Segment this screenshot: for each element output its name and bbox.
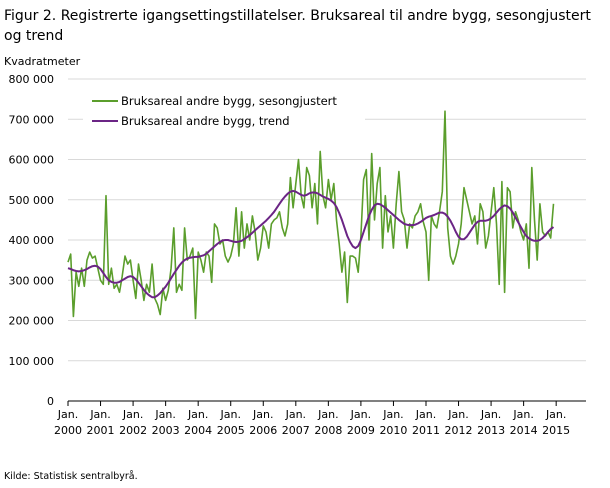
x-tick-label-month: Jan. xyxy=(285,408,306,421)
y-tick-label: 300 000 xyxy=(9,274,55,287)
y-tick-label: 400 000 xyxy=(9,234,55,247)
y-tick-label: 600 000 xyxy=(9,154,55,167)
x-tick-label-year: 2008 xyxy=(314,424,342,437)
legend-label-trend: Bruksareal andre bygg, trend xyxy=(121,114,290,128)
x-tick-label-year: 2002 xyxy=(119,424,147,437)
x-tick-label-month: Jan. xyxy=(512,408,533,421)
chart-title: Figur 2. Registrerte igangsettingstillat… xyxy=(4,8,591,44)
x-tick-label-month: Jan. xyxy=(350,408,371,421)
x-tick-label-year: 2012 xyxy=(445,424,473,437)
x-tick-label-year: 2005 xyxy=(217,424,245,437)
series-line-sesongjustert xyxy=(67,110,555,320)
y-tick-label: 500 000 xyxy=(9,194,55,207)
x-tick-label-month: Jan. xyxy=(382,408,403,421)
x-tick-label-month: Jan. xyxy=(317,408,338,421)
x-tick-label-year: 2007 xyxy=(282,424,310,437)
x-tick-label-month: Jan. xyxy=(415,408,436,421)
x-tick-label-month: Jan. xyxy=(219,408,240,421)
x-tick-label-month: Jan. xyxy=(187,408,208,421)
source-note: Kilde: Statistisk sentralbyrå. xyxy=(4,471,138,482)
x-tick-label-year: 2011 xyxy=(412,424,440,437)
x-tick-label-month: Jan. xyxy=(57,408,78,421)
x-tick-label-year: 2010 xyxy=(379,424,407,437)
x-tick-label-year: 2015 xyxy=(542,424,570,437)
x-tick-label-year: 2001 xyxy=(87,424,115,437)
x-tick-label-year: 2003 xyxy=(152,424,180,437)
y-tick-labels: 0 100 000 200 000 300 000 400 000 500 000 600 … xyxy=(9,73,55,408)
x-tick-label-month: Jan. xyxy=(252,408,273,421)
x-tick-labels: Jan. 2000 Jan. 2001 Jan. 2002 Jan. 2003 Jan. 2004… xyxy=(54,401,570,437)
x-tick-label-month: Jan. xyxy=(447,408,468,421)
x-tick-label-year: 2004 xyxy=(184,424,212,437)
y-tick-label: 0 xyxy=(47,395,54,408)
series-line-trend xyxy=(67,189,555,299)
x-tick-label-month: Jan. xyxy=(89,408,110,421)
x-tick-label-month: Jan. xyxy=(545,408,566,421)
y-tick-label: 100 000 xyxy=(9,355,55,368)
x-tick-label-year: 2006 xyxy=(249,424,277,437)
x-tick-label-month: Jan. xyxy=(122,408,143,421)
x-tick-label-month: Jan. xyxy=(480,408,501,421)
y-tick-label: 800 000 xyxy=(9,73,55,86)
x-tick-label-month: Jan. xyxy=(154,408,175,421)
y-tick-label: 700 000 xyxy=(9,113,55,126)
x-tick-label-year: 2000 xyxy=(54,424,82,437)
y-tick-label: 200 000 xyxy=(9,315,55,328)
x-tick-label-year: 2009 xyxy=(347,424,375,437)
legend-box xyxy=(83,84,365,132)
legend: Bruksareal andre bygg, sesongjustert Bru… xyxy=(83,84,365,132)
line-chart: Kvadratmeter 0 100 000 200 000 300 000 400 0… xyxy=(4,55,586,437)
series-lines xyxy=(67,110,555,320)
legend-label-sesongjustert: Bruksareal andre bygg, sesongjustert xyxy=(121,94,337,108)
x-tick-label-year: 2014 xyxy=(510,424,538,437)
x-tick-label-year: 2013 xyxy=(477,424,505,437)
y-axis-label: Kvadratmeter xyxy=(4,55,81,68)
